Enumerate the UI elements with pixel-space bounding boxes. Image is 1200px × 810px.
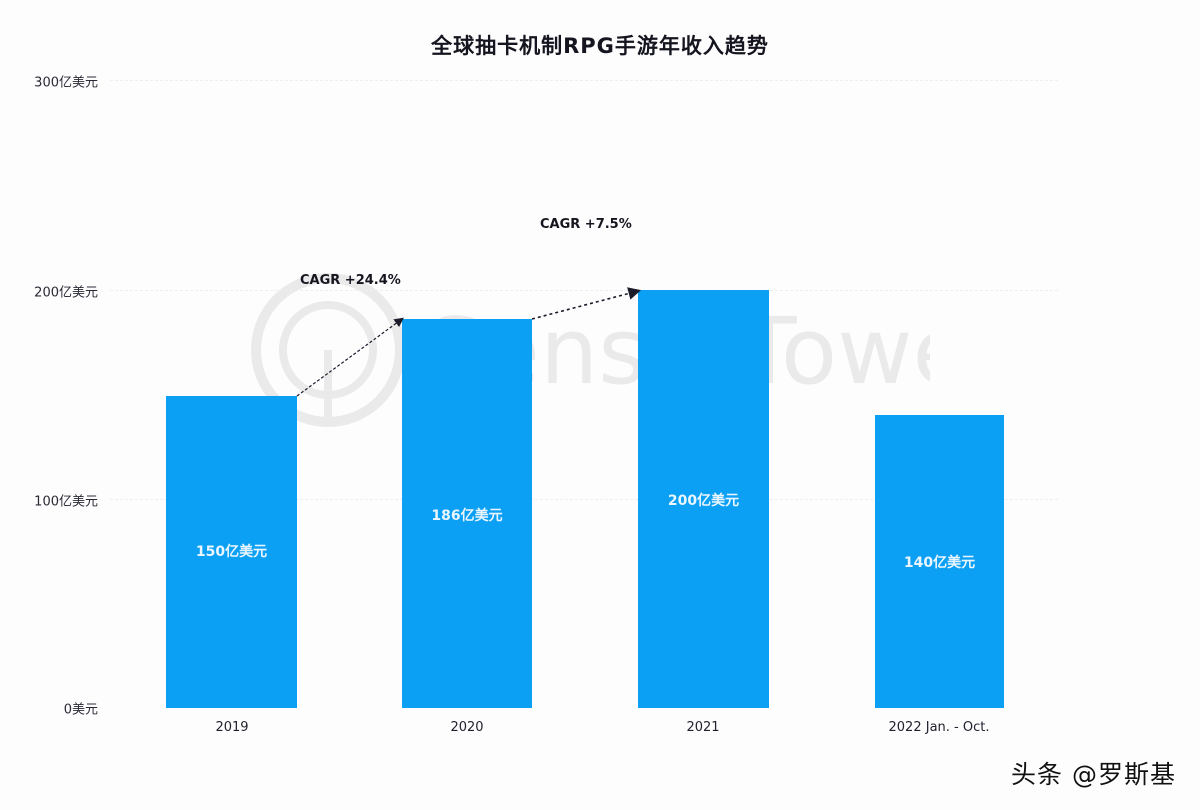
x-tick-2020: 2020	[450, 720, 484, 735]
bar-value-label: 186亿美元	[431, 508, 503, 524]
cagr-annotation-2: CAGR +7.5%	[540, 217, 632, 232]
gridline-200	[110, 290, 1058, 291]
gridline-300	[110, 80, 1058, 81]
source-credit: 头条 @罗斯基	[1011, 760, 1176, 789]
bar-value-label: 150亿美元	[195, 544, 268, 560]
cagr-arrow-2019-2020	[296, 317, 404, 397]
cagr-arrow-2020-2021	[531, 287, 642, 320]
bar-value-label: 200亿美元	[667, 493, 740, 509]
y-tick-300: 300亿美元	[34, 75, 98, 91]
bar-2020: 186亿美元	[402, 319, 532, 708]
x-tick-2021: 2021	[686, 720, 720, 735]
y-tick-0: 0美元	[63, 702, 98, 718]
bar-2022: 140亿美元	[875, 415, 1004, 708]
cagr-annotation-1: CAGR +24.4%	[300, 273, 401, 288]
y-tick-200: 200亿美元	[34, 285, 98, 301]
bar-2021: 200亿美元	[638, 290, 769, 708]
x-tick-2019: 2019	[215, 720, 249, 735]
gridline-100	[110, 499, 1058, 500]
x-tick-2022: 2022 Jan. - Oct.	[888, 720, 990, 735]
bar-2019: 150亿美元	[166, 396, 297, 708]
y-tick-100: 100亿美元	[34, 494, 98, 510]
chart-title: 全球抽卡机制RPG手游年收入趋势	[431, 34, 769, 58]
bar-value-label: 140亿美元	[903, 555, 976, 571]
